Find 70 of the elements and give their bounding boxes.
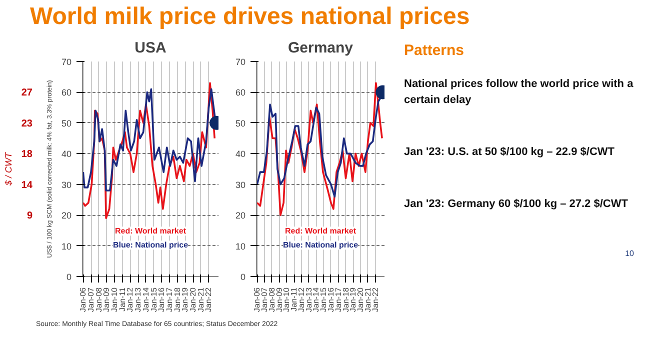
x-tick-label: Jan-10: [110, 286, 120, 312]
y2-tick-label: 9: [26, 210, 33, 222]
y2-tick-label: 27: [21, 88, 33, 99]
x-tick-label: Jan-11: [290, 286, 299, 312]
text: Jan '23: Germany 60 $/100 kg – 27.2 $/CWT: [404, 196, 629, 212]
x-tick-label: Jan-19: [348, 286, 358, 312]
annotation: Blue: National price: [282, 240, 359, 250]
x-tick-label: Jan-08: [94, 286, 104, 312]
y2-tick-label: 14: [21, 180, 33, 191]
y-tick-label: 20: [61, 210, 72, 221]
x-tick-label: Jan-22: [204, 286, 214, 312]
y-tick-label: 30: [61, 180, 72, 190]
y2-tick-label: 23: [21, 118, 33, 130]
y-tick-label: 0: [66, 272, 72, 282]
y-tick-label: 50: [61, 118, 72, 128]
y-tick-label: 0: [240, 272, 246, 282]
x-tick-label: Jan-13: [134, 286, 143, 312]
text: National prices follow the world price with a certain delay: [404, 77, 634, 108]
x-tick-label: Jan-22: [370, 286, 380, 312]
x-tick-label: Jan-18: [341, 286, 350, 312]
x-tick-label: Jan-21: [363, 286, 372, 312]
line-series: [82, 82, 216, 220]
y-tick-label: 70: [61, 57, 72, 67]
x-tick-label: Jan-13: [304, 286, 314, 312]
x-tick-label: Jan-16: [157, 286, 166, 312]
x-tick-label: Jan-09: [274, 286, 284, 312]
y-tick-label: 20: [235, 210, 246, 221]
annotation: Red: World market: [285, 226, 356, 236]
chart-title: Germany: [288, 40, 354, 56]
x-tick-label: Jan-19: [180, 286, 190, 312]
y-tick-label: 60: [235, 88, 246, 98]
x-tick-label: Jan-11: [118, 286, 127, 312]
x-tick-label: Jan-06: [78, 286, 88, 312]
y-tick-label: 50: [235, 118, 246, 128]
y-tick-label: 30: [235, 180, 246, 190]
y-tick-label: 40: [61, 149, 72, 160]
x-tick-label: Jan-12: [296, 286, 306, 312]
x-tick-label: Jan-09: [102, 286, 112, 312]
x-tick-label: Jan-18: [172, 286, 182, 312]
text: World milk price drives national prices: [29, 2, 470, 32]
text: Jan '23: U.S. at 50 $/100 kg – 22.9 $/CWT: [404, 144, 616, 160]
x-tick-label: Jan-14: [141, 286, 150, 312]
y-tick-label: 70: [235, 57, 246, 67]
y-tick-label: 40: [235, 149, 246, 160]
y2-axis-title: $ / CWT: [3, 151, 14, 186]
x-tick-label: Jan-10: [282, 286, 292, 312]
annotation: Blue: National price: [112, 240, 189, 250]
line-series: [256, 82, 383, 216]
x-tick-label: Jan-12: [126, 286, 135, 312]
y2-tick-label: 18: [21, 149, 33, 160]
x-tick-label: Jan-08: [267, 286, 276, 312]
x-tick-label: Jan-07: [260, 286, 270, 312]
annotation: Red: World market: [115, 226, 186, 236]
x-tick-label: Jan-20: [356, 286, 366, 312]
text: Patterns: [404, 41, 466, 61]
x-tick-label: Jan-15: [319, 286, 328, 312]
y-tick-label: 10: [235, 241, 246, 252]
x-tick-label: Jan-20: [188, 286, 198, 312]
x-tick-label: Jan-07: [86, 286, 96, 312]
x-tick-label: Jan-06: [252, 286, 262, 312]
y-tick-label: 60: [61, 88, 72, 98]
x-tick-label: Jan-21: [196, 286, 206, 312]
chart-title: USA: [134, 40, 166, 56]
text: 10: [624, 248, 634, 260]
x-tick-label: Jan-17: [334, 286, 343, 312]
x-tick-label: Jan-14: [312, 286, 321, 312]
x-tick-label: Jan-16: [326, 286, 336, 312]
y-tick-label: 10: [61, 241, 72, 252]
x-tick-label: Jan-17: [164, 286, 174, 312]
x-tick-label: Jan-15: [149, 286, 158, 312]
